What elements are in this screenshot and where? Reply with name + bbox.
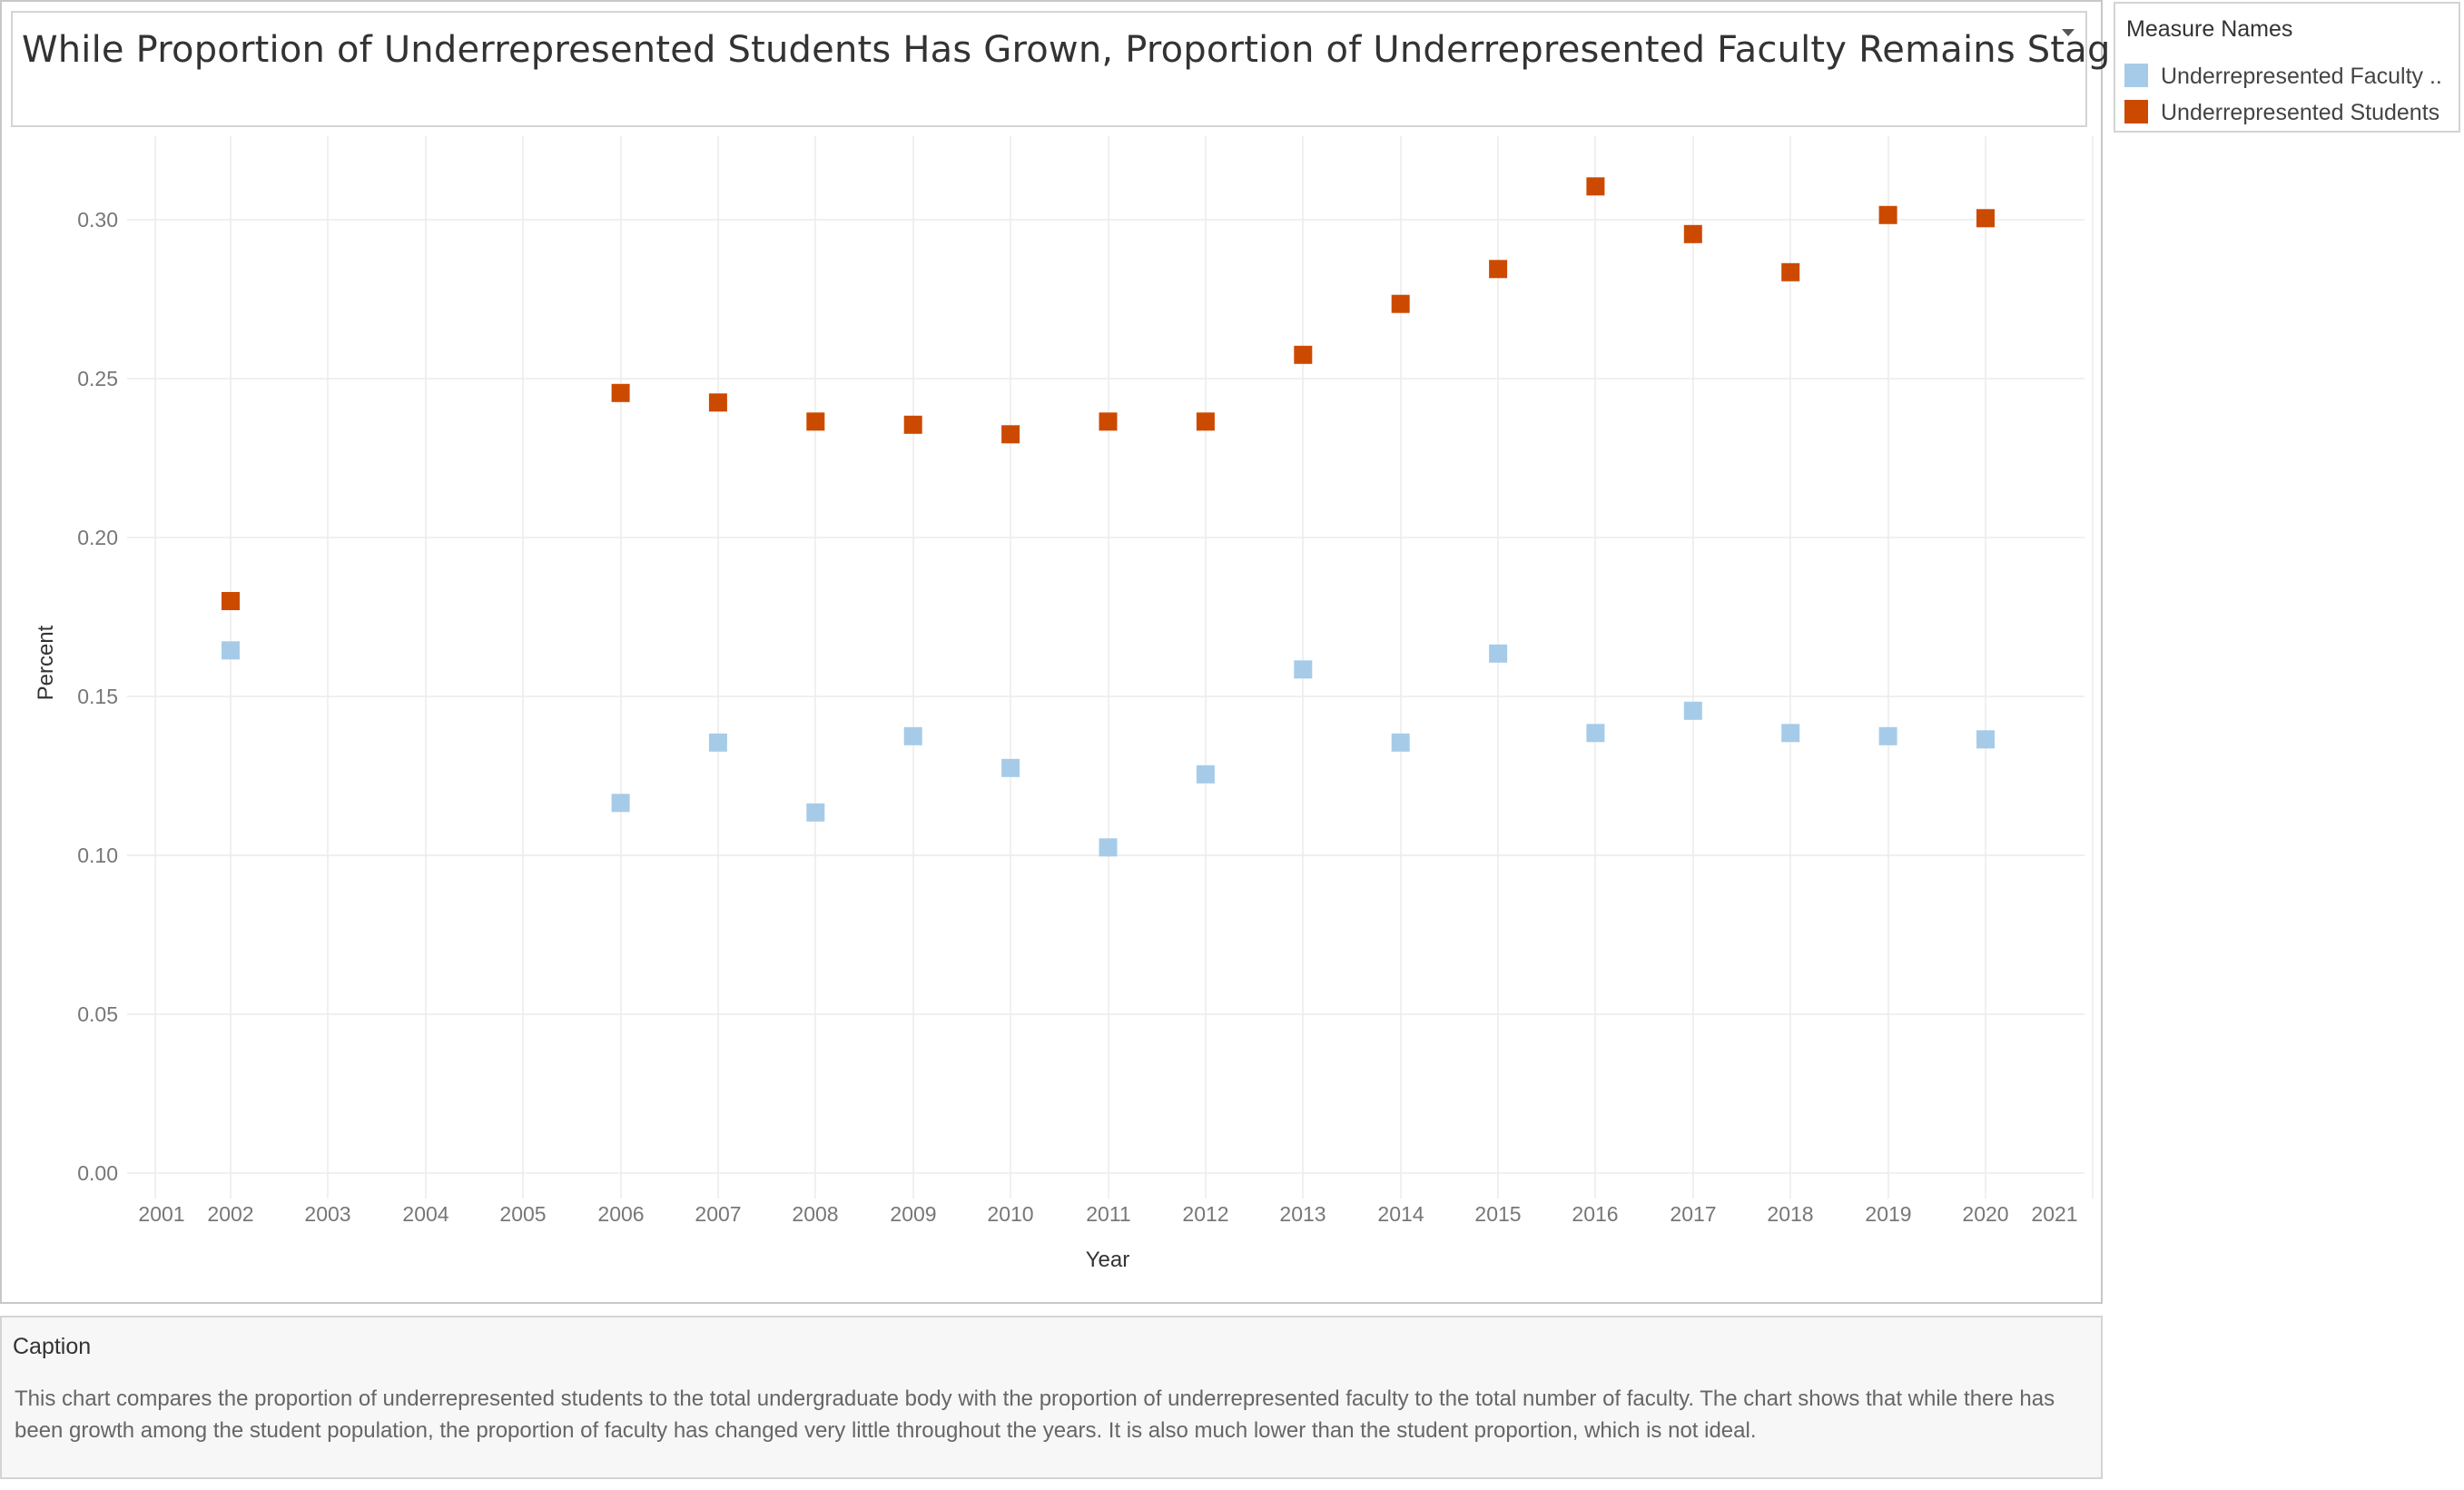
faculty-point[interactable] [1196, 765, 1215, 784]
series-students [222, 177, 1995, 610]
faculty-point[interactable] [708, 733, 727, 752]
faculty-point[interactable] [1489, 644, 1508, 663]
faculty-point[interactable] [611, 794, 630, 813]
student-point[interactable] [1294, 345, 1313, 364]
faculty-point[interactable] [1099, 838, 1118, 857]
grid [127, 136, 2094, 1199]
x-tick-label: 2007 [695, 1202, 741, 1226]
x-axis-ticks: 2001 2002 2003 2004 2005 2006 2007 2008 2009 2010… [138, 1202, 2077, 1226]
x-tick-label: 2013 [1279, 1202, 1326, 1226]
student-point[interactable] [1976, 209, 1995, 228]
x-tick-label: 2009 [890, 1202, 936, 1226]
x-tick-label: 2018 [1767, 1202, 1813, 1226]
caption-text: This chart compares the proportion of un… [15, 1386, 2055, 1443]
faculty-point[interactable] [1294, 660, 1313, 679]
y-tick-label: 0.30 [77, 208, 118, 232]
chart-frame [0, 0, 2103, 1304]
x-tick-label: 2001 [138, 1202, 184, 1226]
student-point[interactable] [611, 383, 630, 402]
student-point[interactable] [708, 393, 727, 412]
legend-title: Measure Names [2126, 16, 2293, 42]
title-dropdown-icon[interactable] [2062, 29, 2075, 36]
faculty-point[interactable] [1586, 724, 1605, 743]
y-axis-ticks: 0.00 0.05 0.10 0.15 0.20 0.25 0.30 [77, 208, 118, 1185]
student-point[interactable] [1781, 262, 1800, 281]
y-axis-title: Percent [34, 625, 58, 700]
faculty-point[interactable] [1391, 733, 1410, 752]
x-tick-label: 2015 [1474, 1202, 1521, 1226]
faculty-point[interactable] [806, 803, 825, 822]
series-faculty [222, 641, 1995, 857]
student-point[interactable] [1196, 412, 1215, 431]
student-point[interactable] [1683, 224, 1702, 243]
scatter-plot: 0.000.050.100.150.200.250.30 2001 2002 200… [34, 136, 2094, 1272]
legend-swatch-faculty [2124, 64, 2148, 87]
student-point[interactable] [1586, 177, 1605, 196]
faculty-point[interactable] [1781, 724, 1800, 743]
faculty-point[interactable] [222, 641, 240, 660]
x-tick-label: 2021 [2031, 1202, 2077, 1226]
chart-title: While Proportion of Underrepresented Stu… [22, 29, 2206, 71]
y-tick-label: 0.10 [77, 844, 118, 867]
student-point[interactable] [1001, 425, 1020, 444]
x-tick-label: 2003 [304, 1202, 350, 1226]
caption-title: Caption [13, 1334, 92, 1359]
faculty-point[interactable] [1683, 701, 1702, 720]
legend-item-students[interactable]: Underrepresented Students [2124, 98, 2451, 125]
legend-item-faculty[interactable]: Underrepresented Faculty .. [2124, 62, 2451, 89]
student-point[interactable] [1099, 412, 1118, 431]
x-tick-label: 2006 [597, 1202, 644, 1226]
student-point[interactable] [903, 415, 922, 434]
y-tick-label: 0.15 [77, 685, 118, 708]
data-marks [222, 177, 1995, 857]
y-tick-label: 0.20 [77, 526, 118, 549]
y-tick-label: 0.25 [77, 367, 118, 390]
x-tick-label: 2008 [792, 1202, 838, 1226]
legend-label-students: Underrepresented Students [2161, 100, 2440, 125]
y-tick-label: 0.05 [77, 1002, 118, 1026]
caption-panel: Caption This chart compares the proporti… [0, 1316, 2103, 1479]
title-box: While Proportion of Underrepresented Stu… [11, 11, 2205, 127]
x-tick-label: 2012 [1182, 1202, 1228, 1226]
student-point[interactable] [1489, 260, 1508, 279]
x-tick-label: 2011 [1086, 1202, 1130, 1226]
faculty-point[interactable] [1001, 758, 1020, 777]
student-point[interactable] [222, 592, 240, 610]
x-tick-label: 2017 [1670, 1202, 1716, 1226]
x-tick-label: 2019 [1865, 1202, 1911, 1226]
x-tick-label: 2016 [1572, 1202, 1618, 1226]
legend: Measure Names Underrepresented Faculty .… [2114, 2, 2460, 133]
x-tick-label: 2002 [207, 1202, 253, 1226]
student-point[interactable] [806, 412, 825, 431]
y-tick-label: 0.00 [77, 1161, 118, 1185]
x-tick-label: 2010 [987, 1202, 1033, 1226]
faculty-point[interactable] [903, 726, 922, 745]
faculty-point[interactable] [1878, 726, 1897, 745]
x-tick-label: 2004 [402, 1202, 448, 1226]
x-axis-title: Year [1086, 1248, 1130, 1272]
x-tick-label: 2014 [1377, 1202, 1424, 1226]
student-point[interactable] [1391, 294, 1410, 313]
x-tick-label: 2005 [499, 1202, 546, 1226]
legend-label-faculty: Underrepresented Faculty .. [2161, 64, 2442, 89]
student-point[interactable] [1878, 205, 1897, 224]
legend-swatch-students [2124, 100, 2148, 123]
x-tick-label: 2020 [1962, 1202, 2008, 1226]
faculty-point[interactable] [1976, 730, 1995, 749]
